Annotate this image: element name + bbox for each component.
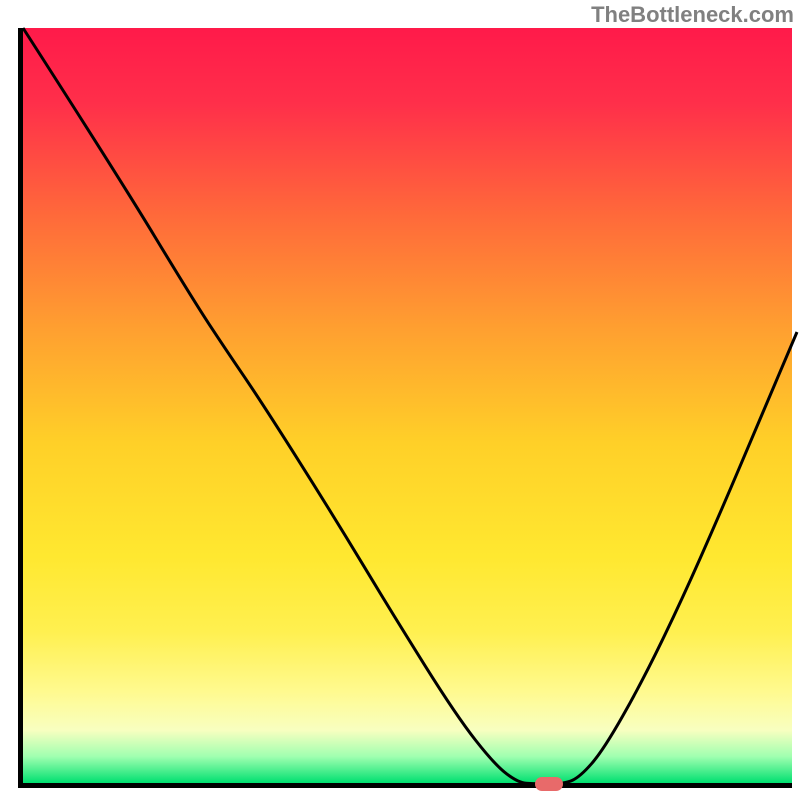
curve-path: [23, 28, 797, 784]
optimum-marker: [535, 777, 563, 791]
watermark-text: TheBottleneck.com: [591, 2, 794, 28]
plot-area: [18, 28, 792, 788]
bottleneck-curve: [23, 28, 797, 788]
chart-container: TheBottleneck.com: [0, 0, 800, 800]
